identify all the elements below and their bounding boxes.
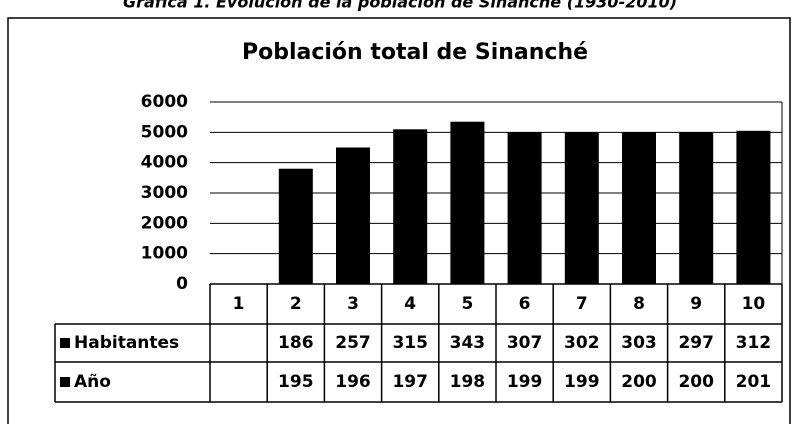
bar	[393, 129, 428, 284]
table-cell: 200	[621, 372, 657, 392]
bar	[622, 132, 656, 284]
table-cell: 201	[736, 372, 772, 392]
table-cell: 312	[736, 333, 772, 353]
y-tick-label: 4000	[141, 153, 188, 173]
table-cell: 257	[335, 333, 371, 353]
x-tick-label: 9	[690, 294, 702, 314]
legend-key	[60, 377, 70, 387]
bar	[564, 132, 599, 284]
x-tick-label: 10	[742, 294, 766, 314]
chart-title: Población total de Sinanché	[242, 40, 588, 65]
table-cell: 302	[564, 333, 600, 353]
table-cell: 198	[450, 372, 486, 392]
x-tick-label: 2	[290, 294, 302, 314]
bar	[450, 121, 485, 284]
y-tick-label: 1000	[141, 244, 188, 264]
y-tick-label: 5000	[141, 122, 188, 142]
bar	[278, 168, 313, 284]
frame	[7, 17, 791, 424]
bar	[507, 132, 542, 284]
table-cell: 199	[507, 372, 543, 392]
table-cell: 196	[335, 372, 371, 392]
caption: Gráfica 1. Evolución de la población de …	[123, 0, 677, 12]
bar	[679, 132, 714, 284]
x-tick-label: 5	[461, 294, 473, 314]
y-tick-label: 6000	[141, 92, 188, 112]
y-tick-label: 0	[176, 274, 188, 294]
y-tick-label: 3000	[141, 183, 188, 203]
x-tick-label: 3	[347, 294, 359, 314]
legend-key	[60, 338, 70, 348]
table-cell: 199	[564, 372, 600, 392]
bar	[336, 147, 370, 284]
y-tick-label: 2000	[141, 213, 188, 233]
row-header: Año	[74, 372, 111, 392]
table-cell: 297	[678, 333, 714, 353]
table-cell: 195	[278, 372, 314, 392]
table-cell: 343	[450, 333, 486, 353]
x-tick-label: 7	[576, 294, 588, 314]
table-cell: 303	[621, 333, 657, 353]
table-cell: 200	[678, 372, 714, 392]
x-tick-label: 8	[633, 294, 645, 314]
row-header: Habitantes	[74, 333, 179, 353]
table-cell: 307	[507, 333, 543, 353]
table-cell: 197	[392, 372, 428, 392]
x-tick-label: 6	[519, 294, 531, 314]
table-cell: 315	[392, 333, 428, 353]
x-tick-label: 1	[233, 294, 245, 314]
bar	[736, 130, 771, 284]
table-cell: 186	[278, 333, 314, 353]
x-tick-label: 4	[404, 294, 416, 314]
